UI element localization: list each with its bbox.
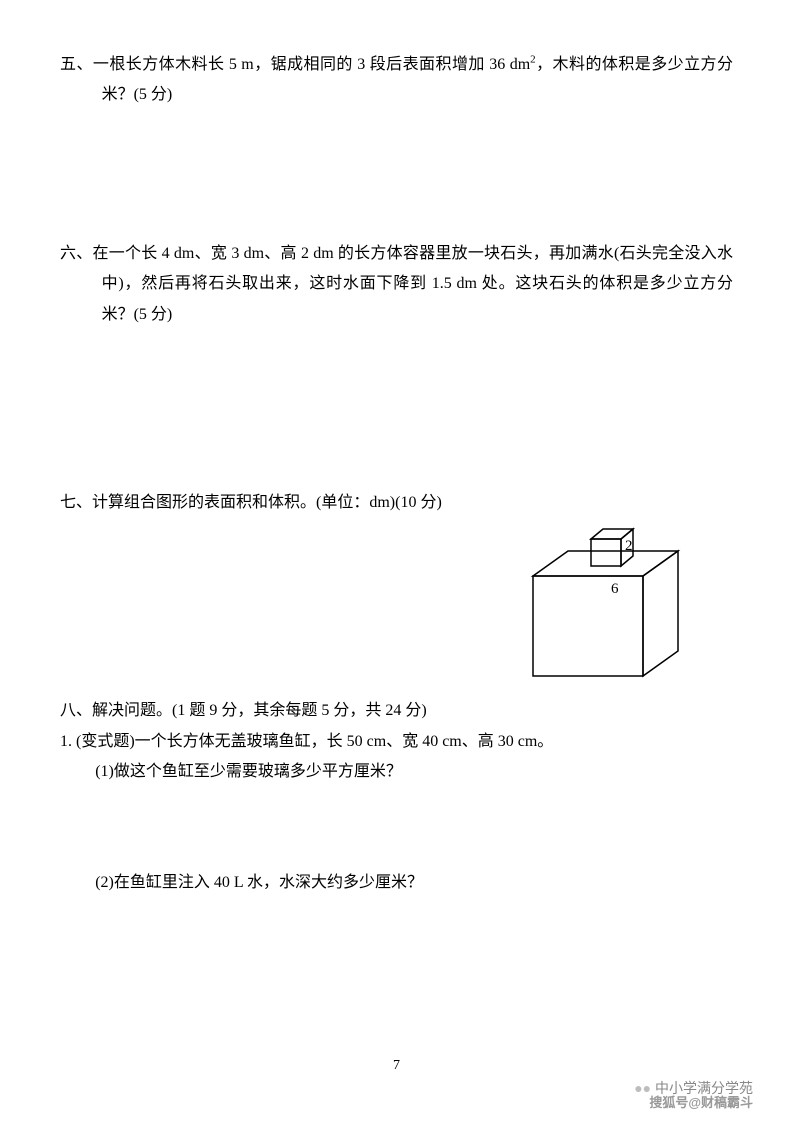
spacer bbox=[60, 788, 733, 868]
q8-label: 八、 bbox=[60, 702, 92, 719]
spacer bbox=[60, 338, 733, 488]
q8-item1: 1. (变式题)一个长方体无盖玻璃鱼缸，长 50 cm、宽 40 cm、高 30… bbox=[60, 727, 733, 757]
q5-body: 一根长方体木料长 5 m，锯成相同的 3 段后表面积增加 36 dm2，木料的体… bbox=[93, 56, 733, 103]
figure-label-6: 6 bbox=[611, 581, 619, 597]
q6-text: 六、在一个长 4 dm、宽 3 dm、高 2 dm 的长方体容器里放一块石头，再… bbox=[60, 239, 733, 330]
figure-label-2: 2 bbox=[625, 538, 633, 554]
q7-body: 计算组合图形的表面积和体积。(单位：dm)(10 分) bbox=[92, 494, 442, 511]
q8-body: 解决问题。(1 题 9 分，其余每题 5 分，共 24 分) bbox=[92, 702, 427, 719]
q7-text: 七、计算组合图形的表面积和体积。(单位：dm)(10 分) bbox=[60, 488, 733, 518]
q8-1-num: 1. bbox=[60, 733, 72, 750]
q8-text: 八、解决问题。(1 题 9 分，其余每题 5 分，共 24 分) bbox=[60, 696, 733, 726]
question-7: 七、计算组合图形的表面积和体积。(单位：dm)(10 分) bbox=[60, 488, 733, 518]
q6-label: 六、 bbox=[60, 245, 92, 262]
question-5: 五、一根长方体木料长 5 m，锯成相同的 3 段后表面积增加 36 dm2，木料… bbox=[60, 50, 733, 111]
q8-1-sub1: (1)做这个鱼缸至少需要玻璃多少平方厘米？ bbox=[60, 757, 733, 787]
q5-label: 五、 bbox=[60, 56, 93, 73]
question-8: 八、解决问题。(1 题 9 分，其余每题 5 分，共 24 分) 1. (变式题… bbox=[60, 696, 733, 898]
watermark-bottom: 搜狐号@财稿霸斗 bbox=[649, 1091, 753, 1116]
q5-text: 五、一根长方体木料长 5 m，锯成相同的 3 段后表面积增加 36 dm2，木料… bbox=[60, 50, 733, 111]
q8-1-sub2: (2)在鱼缸里注入 40 L 水，水深大约多少厘米？ bbox=[60, 868, 733, 898]
q7-figure-wrap: 2 6 bbox=[60, 526, 733, 696]
q7-figure: 2 6 bbox=[513, 516, 703, 691]
question-6: 六、在一个长 4 dm、宽 3 dm、高 2 dm 的长方体容器里放一块石头，再… bbox=[60, 239, 733, 330]
q8-1-body: (变式题)一个长方体无盖玻璃鱼缸，长 50 cm、宽 40 cm、高 30 cm… bbox=[76, 733, 553, 750]
spacer bbox=[60, 119, 733, 239]
q6-body: 在一个长 4 dm、宽 3 dm、高 2 dm 的长方体容器里放一块石头，再加满… bbox=[92, 245, 733, 323]
q7-label: 七、 bbox=[60, 494, 92, 511]
